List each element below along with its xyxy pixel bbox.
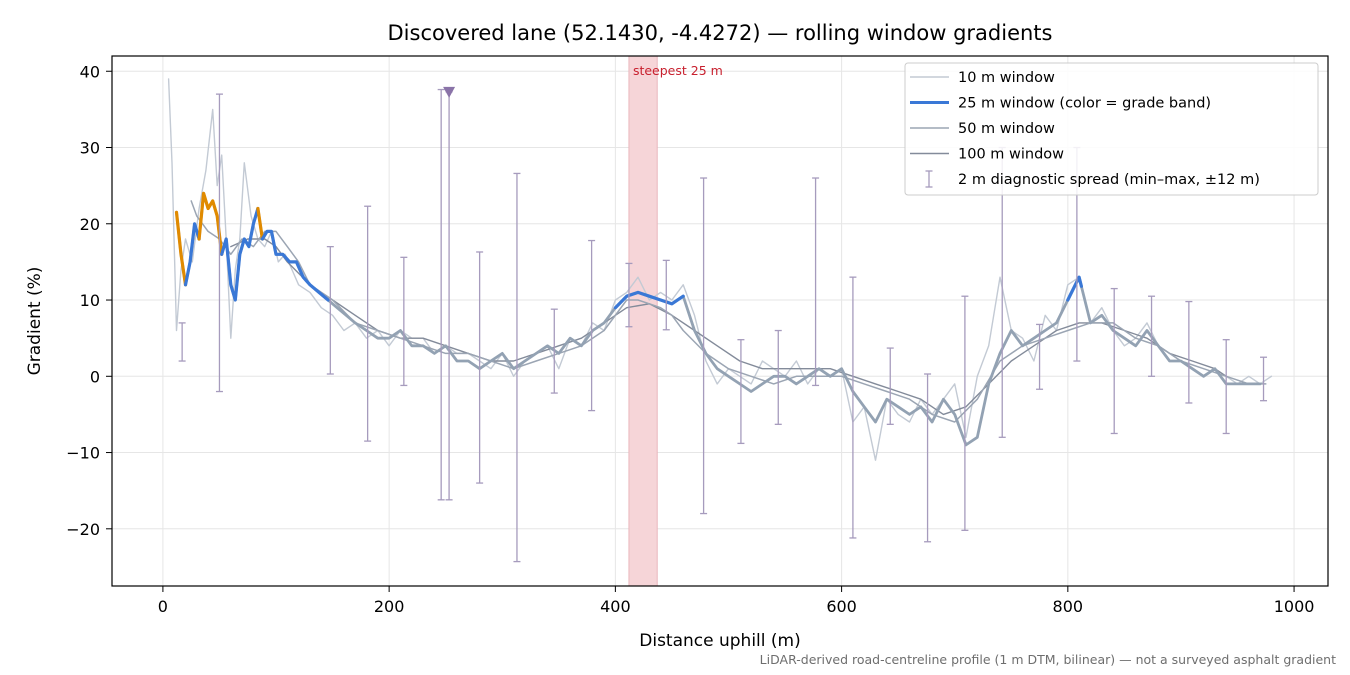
x-tick-label: 400 <box>600 597 631 616</box>
series-25m-band-high <box>174 210 188 287</box>
grid-lines <box>112 56 1328 586</box>
series-25m-band-low <box>260 229 330 302</box>
x-tick-label: 800 <box>1053 597 1084 616</box>
series-25m-band-low <box>183 222 201 287</box>
y-axis-label: Gradient (%) <box>25 267 45 376</box>
chart-title: Discovered lane (52.1430, -4.4272) — rol… <box>388 21 1053 45</box>
marker-layer <box>443 86 456 98</box>
series-25m-band-low <box>220 206 260 302</box>
y-tick-label: 20 <box>80 215 100 234</box>
steepest-highlight-band: steepest 25 m <box>628 55 723 587</box>
series-25m-band-high <box>197 191 224 256</box>
y-tick-label: −10 <box>66 444 100 463</box>
y-tick-label: 10 <box>80 291 100 310</box>
legend-100m-label: 100 m window <box>958 147 1064 163</box>
x-tick-label: 1000 <box>1274 597 1315 616</box>
legend-box <box>904 62 1319 196</box>
x-tick-label: 200 <box>374 597 405 616</box>
series-10m-line <box>167 78 1273 461</box>
x-axis-ticks: 0 200 400 600 800 1000 <box>158 586 1315 616</box>
legend-10m-label: 10 m window <box>958 70 1055 86</box>
series-25m-band-high <box>256 206 264 241</box>
max-gradient-marker <box>443 86 456 98</box>
y-tick-label: 40 <box>80 62 100 81</box>
legend-50m-label: 50 m window <box>958 121 1055 137</box>
series-25m-band-low <box>613 290 685 310</box>
x-tick-label: 0 <box>158 597 168 616</box>
series-50m-line <box>190 200 1267 423</box>
y-tick-label: 30 <box>80 139 100 158</box>
series-100m-line <box>230 238 1227 416</box>
y-axis-ticks: −20 −10 0 10 20 30 40 <box>66 62 112 539</box>
plot-frame <box>111 55 1329 587</box>
x-axis-label: Distance uphill (m) <box>639 631 800 651</box>
legend-25m-label: 25 m window (color = grade band) <box>958 96 1211 112</box>
legend: 10 m window 25 m window (color = grade ba… <box>904 62 1319 196</box>
series-25m-band-low <box>1066 275 1083 302</box>
series-layer <box>167 78 1273 461</box>
y-tick-label: −20 <box>66 520 100 539</box>
legend-spread-label: 2 m diagnostic spread (min–max, ±12 m) <box>958 172 1260 188</box>
steepest-band-rect <box>628 55 658 587</box>
y-tick-label: 0 <box>90 367 100 386</box>
footnote: LiDAR-derived road-centreline profile (1… <box>760 652 1336 667</box>
steepest-band-label: steepest 25 m <box>633 63 723 78</box>
x-tick-label: 600 <box>826 597 857 616</box>
